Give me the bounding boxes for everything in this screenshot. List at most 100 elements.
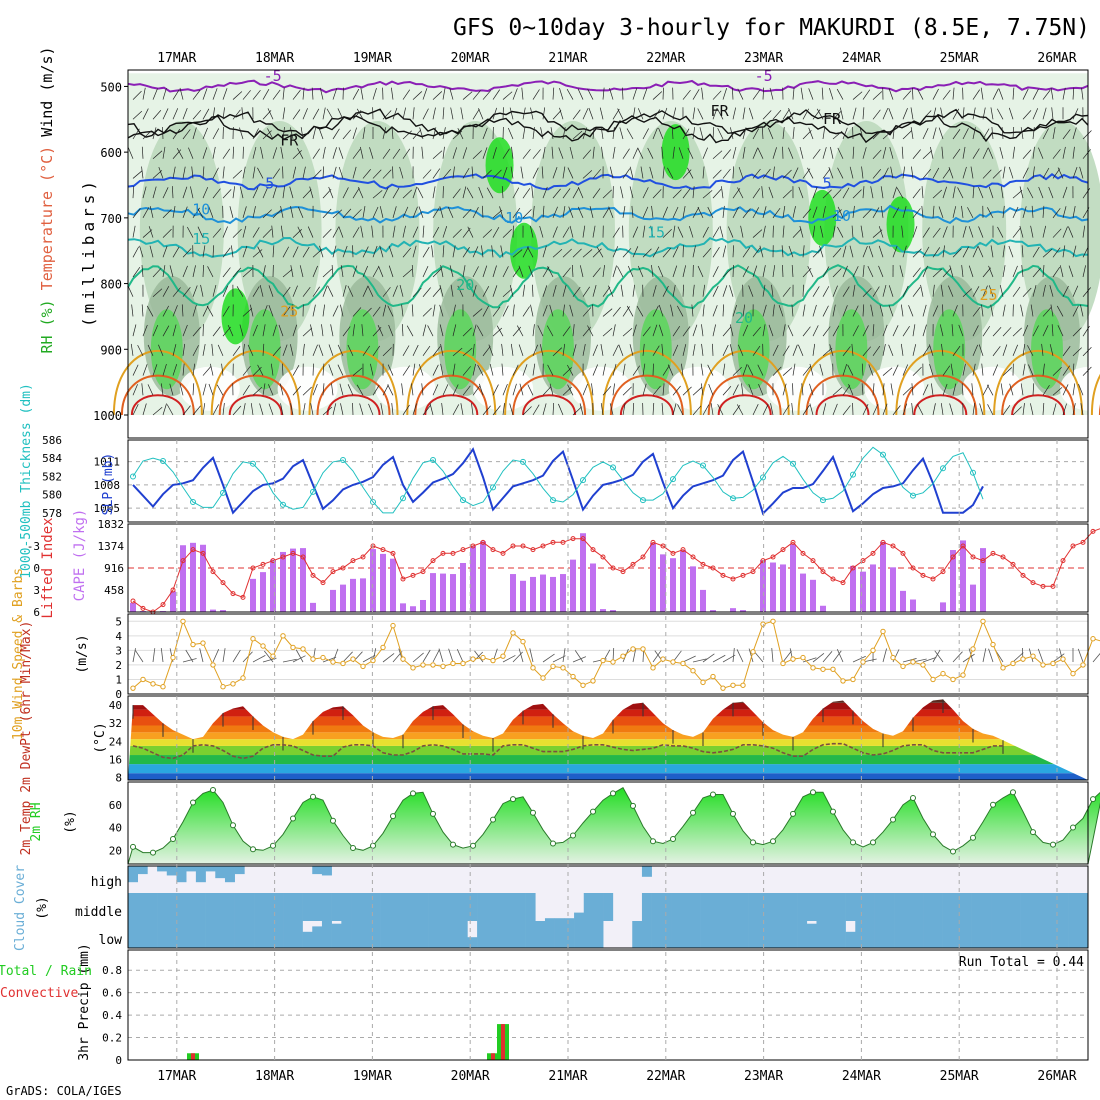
wind-barb — [421, 146, 424, 159]
thickness-point — [220, 489, 226, 496]
wind-barb — [262, 130, 272, 140]
wind-barb — [676, 305, 684, 317]
wind-barb — [1072, 327, 1082, 337]
wind-barb — [652, 385, 661, 396]
rh-point — [690, 809, 696, 816]
wind-barb — [432, 364, 439, 376]
wind-barb — [439, 324, 444, 337]
wind-barb — [822, 189, 832, 199]
temp-color-band — [128, 745, 1088, 756]
temp-color-band — [128, 739, 1088, 746]
cloud-bar-low — [758, 921, 769, 948]
wind-barb — [217, 344, 224, 356]
cloud-bar-high — [224, 866, 235, 883]
cloud-bar-middle — [729, 893, 740, 921]
wind-barb — [1012, 286, 1021, 297]
cape-bar — [250, 578, 256, 612]
temperature-dome — [326, 394, 381, 416]
wind-barb — [1012, 327, 1022, 337]
wind-barb — [682, 188, 691, 199]
wind-barb — [662, 285, 669, 297]
cloud-bar-middle — [341, 893, 352, 921]
wind-barb — [899, 265, 904, 278]
wind-barb — [878, 226, 884, 238]
wind-barb — [632, 246, 639, 258]
wind-speed-point — [310, 656, 316, 662]
wind-speed-point — [420, 662, 426, 668]
lifted-index-point — [1020, 572, 1026, 578]
wind-barb — [661, 343, 664, 356]
wind-barb — [1002, 405, 1011, 416]
wind-barb — [562, 227, 570, 238]
wind-barb — [662, 107, 668, 120]
cape-bar — [260, 572, 266, 612]
rh-point — [490, 816, 496, 823]
wind-barb — [502, 305, 509, 317]
wind-barb — [280, 403, 284, 416]
wind-barb — [1030, 403, 1034, 416]
wind-barb — [412, 186, 418, 199]
rh-point — [910, 794, 916, 801]
wind-barb — [677, 226, 684, 238]
wind-barb — [939, 324, 944, 337]
lifted-index-point — [380, 547, 386, 553]
lifted-index-point — [420, 569, 426, 575]
lifted-index-tick-label: 3 — [33, 584, 40, 597]
wind-speed-point — [140, 676, 146, 683]
wind-barb — [712, 150, 723, 159]
wind-barb — [372, 345, 381, 357]
wind-barb — [822, 326, 831, 337]
wind-barb — [922, 345, 930, 357]
cape-bar — [180, 545, 186, 612]
cloud-bar-low — [903, 921, 914, 948]
wind-barb — [932, 305, 939, 317]
lifted-index-point — [780, 547, 786, 553]
contour-label: 15 — [647, 224, 665, 242]
lifted-index-point — [960, 543, 966, 549]
wind-barb — [1001, 127, 1004, 140]
cloud-bar-low — [729, 921, 740, 948]
wind-barb — [280, 206, 284, 218]
lifted-index-point — [910, 565, 916, 571]
wind-barb — [250, 403, 254, 416]
wind-barb — [572, 130, 583, 140]
cape-bar — [850, 565, 856, 612]
cloud-bar-low — [981, 921, 992, 948]
wind-barb — [476, 325, 484, 337]
wind-barb — [892, 127, 895, 140]
wind-barb — [202, 186, 209, 199]
wind-barb — [830, 146, 834, 159]
wind-barb — [521, 87, 524, 100]
wind-barb — [952, 108, 960, 120]
lifted-index-point — [970, 554, 976, 560]
wind-barb — [362, 205, 366, 218]
panel-frame — [127, 949, 1089, 1061]
cloud-bar-middle — [874, 893, 885, 921]
wind-barb — [1020, 383, 1024, 396]
wind-barb — [322, 304, 325, 317]
ylabel-rh: RH (%) — [38, 290, 56, 353]
cape-bar — [780, 564, 786, 612]
wind-barb — [808, 127, 814, 140]
wind-barb — [262, 343, 265, 356]
wind10m-barb — [448, 648, 454, 663]
wind-barb — [542, 245, 547, 258]
wind-barb — [290, 344, 294, 356]
wind-barb — [849, 166, 854, 179]
wind-barb — [996, 108, 1004, 120]
wind-barb — [682, 128, 690, 140]
cloud-bar-low — [438, 921, 449, 948]
wind-barb — [142, 403, 147, 416]
wind-barb — [290, 403, 294, 416]
cloud-bar-low — [331, 923, 342, 948]
wind-barb — [572, 109, 581, 120]
wind-speed-point — [660, 656, 666, 662]
wind-barb — [562, 205, 566, 218]
wind-barb — [141, 265, 144, 278]
wind10m-barb — [771, 648, 774, 663]
wind-barb — [998, 88, 1004, 100]
axes-layer: 17MAR17MAR18MAR18MAR19MAR19MAR20MAR20MAR… — [127, 51, 1089, 1084]
cape-bar — [700, 589, 706, 612]
contour-label: 25 — [280, 302, 298, 320]
